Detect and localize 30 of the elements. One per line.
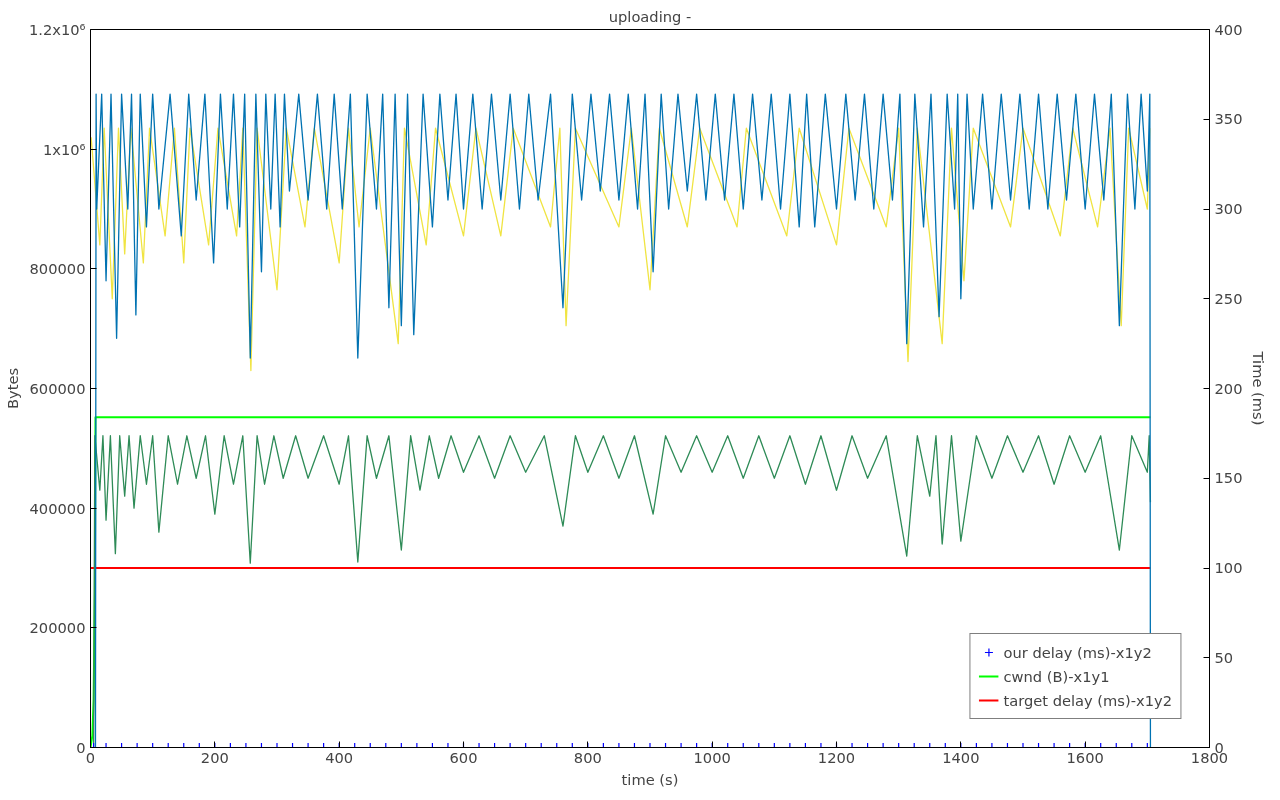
y-axis-title: Bytes	[3, 367, 21, 410]
y-tick-label: 800000	[29, 260, 86, 278]
legend-label: our delay (ms)-x1y2	[1003, 643, 1152, 661]
x-tick-label: 200	[200, 748, 229, 766]
x-tick-label: 1200	[817, 748, 856, 766]
x-tick-label: 600	[449, 748, 478, 766]
legend-label: cwnd (B)-x1y1	[1003, 667, 1110, 685]
y-tick-label: 1x10⁶	[42, 140, 86, 158]
y2-axis-title: Time (ms)	[1250, 350, 1268, 426]
x-tick-label: 1000	[693, 748, 731, 766]
y2-tick-label: 300	[1214, 200, 1243, 217]
y2-tick-label: 50	[1214, 648, 1234, 666]
x-tick-label: 1600	[1066, 748, 1104, 766]
x-tick-label: 800	[573, 748, 602, 766]
y2-tick-label: 250	[1214, 289, 1243, 307]
chart-title: uploading -	[608, 7, 692, 25]
y2-tick-label: 150	[1214, 469, 1243, 487]
y-tick-label: 1.2x10⁶	[28, 21, 86, 38]
line-series	[90, 127, 1151, 372]
y-tick-label: 400000	[29, 499, 86, 517]
y2-tick-label: 200	[1214, 379, 1243, 397]
y-tick-label: 600000	[29, 380, 86, 397]
y2-tick-label: 350	[1214, 110, 1243, 128]
y2-tick-label: 100	[1214, 559, 1243, 576]
y-tick-label: 200000	[29, 619, 86, 637]
x-tick-label: 400	[325, 748, 354, 766]
legend-label: target delay (ms)-x1y2	[1003, 691, 1172, 709]
x-axis-title: time (s)	[621, 770, 679, 788]
y2-tick-label: 400	[1214, 20, 1243, 38]
x-tick-label: 1400	[942, 748, 980, 766]
